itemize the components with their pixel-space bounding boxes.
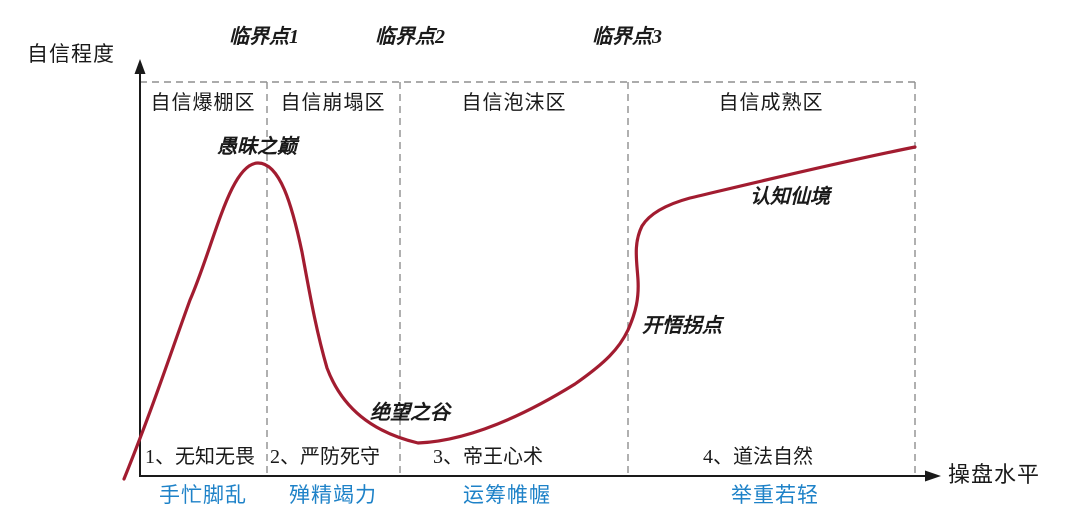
y-axis-arrow-icon [134,59,146,74]
stage-label-1: 1、无知无畏 [145,446,255,468]
stage-label-2: 2、严防死守 [270,446,380,468]
style-label-2: 殚精竭力 [289,484,377,507]
x-axis-label: 操盘水平 [948,462,1041,487]
critical-point-label-2: 临界点2 [375,26,445,48]
annotation-enlightenment-inflection: 开悟拐点 [642,315,722,337]
style-label-1: 手忙脚乱 [159,484,247,507]
zone-label-mature: 自信成熟区 [718,92,824,114]
annotation-valley-of-despair: 绝望之谷 [370,402,450,424]
confidence-curve [122,145,917,481]
stage-label-4: 4、道法自然 [703,446,813,468]
style-label-3: 运筹帷幄 [463,484,551,507]
critical-point-label-3: 临界点3 [592,26,662,48]
y-axis-label: 自信程度 [27,42,115,66]
stage-label-3: 3、帝王心术 [433,446,543,468]
zone-label-overconfidence: 自信爆棚区 [150,92,256,114]
x-axis-arrow-icon [925,470,941,482]
annotation-peak-of-ignorance: 愚昧之巅 [217,136,297,158]
critical-point-label-1: 临界点1 [229,26,299,48]
zone-label-bubble: 自信泡沫区 [461,92,567,114]
style-label-4: 举重若轻 [731,484,819,507]
annotation-cognitive-wonderland: 认知仙境 [750,186,830,208]
zone-label-collapse: 自信崩塌区 [280,92,386,114]
